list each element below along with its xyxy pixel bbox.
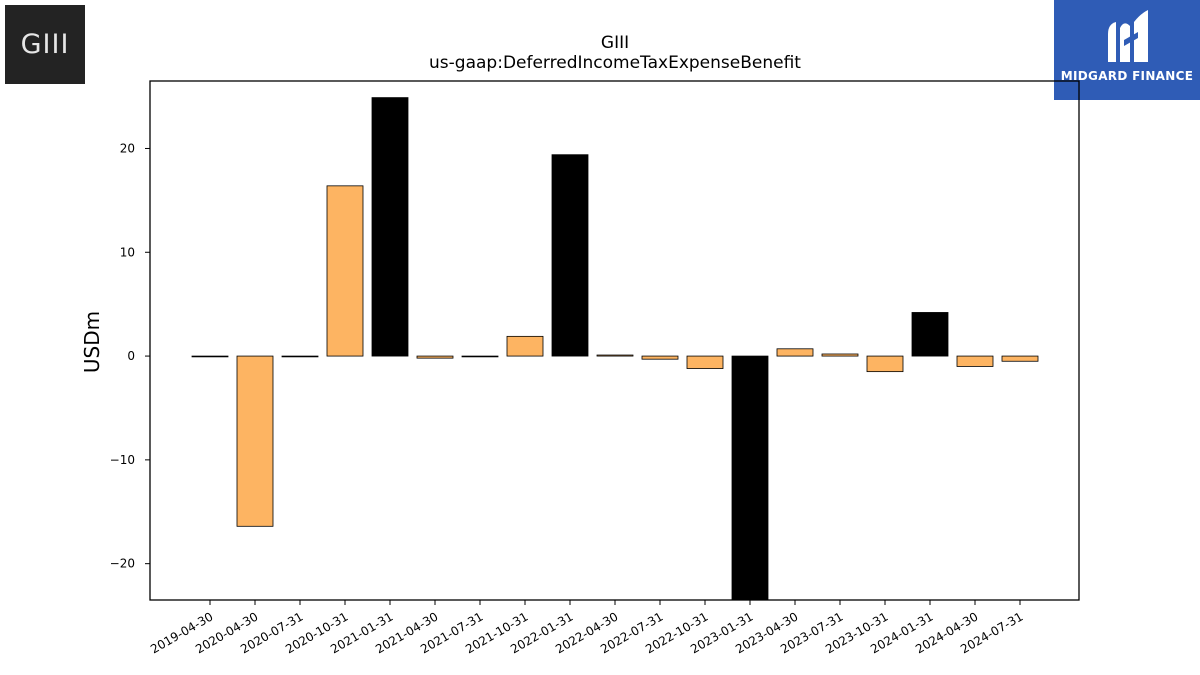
bar-2022-10-31 (686, 355, 724, 369)
bar-2023-01-31 (731, 355, 769, 601)
bar-2021-07-31 (461, 355, 499, 358)
chart-subtitle: us-gaap:DeferredIncomeTaxExpenseBenefit (429, 53, 801, 73)
bar-2024-04-30 (956, 355, 994, 367)
bar-2021-01-31 (371, 97, 409, 357)
bar-2020-10-31 (326, 185, 364, 357)
bar-2024-01-31 (911, 312, 949, 357)
y-tick-label: 0 (127, 349, 135, 363)
bar-2020-04-30 (236, 355, 274, 527)
bar-2021-10-31 (506, 335, 544, 357)
bar-2022-07-31 (641, 355, 679, 360)
bar-2023-04-30 (776, 348, 814, 357)
plot-frame (149, 80, 1080, 601)
midgard-m-monogram-icon (1108, 10, 1148, 62)
bar-2021-04-30 (416, 355, 454, 359)
x-axis-ticks: 2019-04-302020-04-302020-07-312020-10-31… (148, 600, 1026, 656)
company-logo: GIII (5, 5, 85, 84)
y-tick-label: −20 (110, 557, 135, 571)
chart-title: GIII (601, 33, 629, 53)
bars-group (191, 97, 1039, 601)
midgard-finance-logo-text: MIDGARD FINANCE (1060, 69, 1194, 83)
bar-2019-04-30 (191, 355, 229, 358)
y-tick-label: −10 (110, 453, 135, 467)
y-axis-label: USDm (80, 311, 104, 373)
y-tick-label: 10 (120, 245, 135, 259)
bar-2022-01-31 (551, 154, 589, 357)
bar-2020-07-31 (281, 355, 319, 358)
company-logo-text: GIII (20, 29, 70, 60)
bar-2024-07-31 (1001, 355, 1039, 362)
bar-2023-10-31 (866, 355, 904, 373)
y-axis-ticks: −20 −10 0 10 20 (110, 141, 150, 571)
midgard-finance-logo: MIDGARD FINANCE (1054, 0, 1200, 100)
bar-2022-04-30 (596, 354, 634, 357)
y-tick-label: 20 (120, 141, 135, 155)
bar-2023-07-31 (821, 353, 859, 357)
